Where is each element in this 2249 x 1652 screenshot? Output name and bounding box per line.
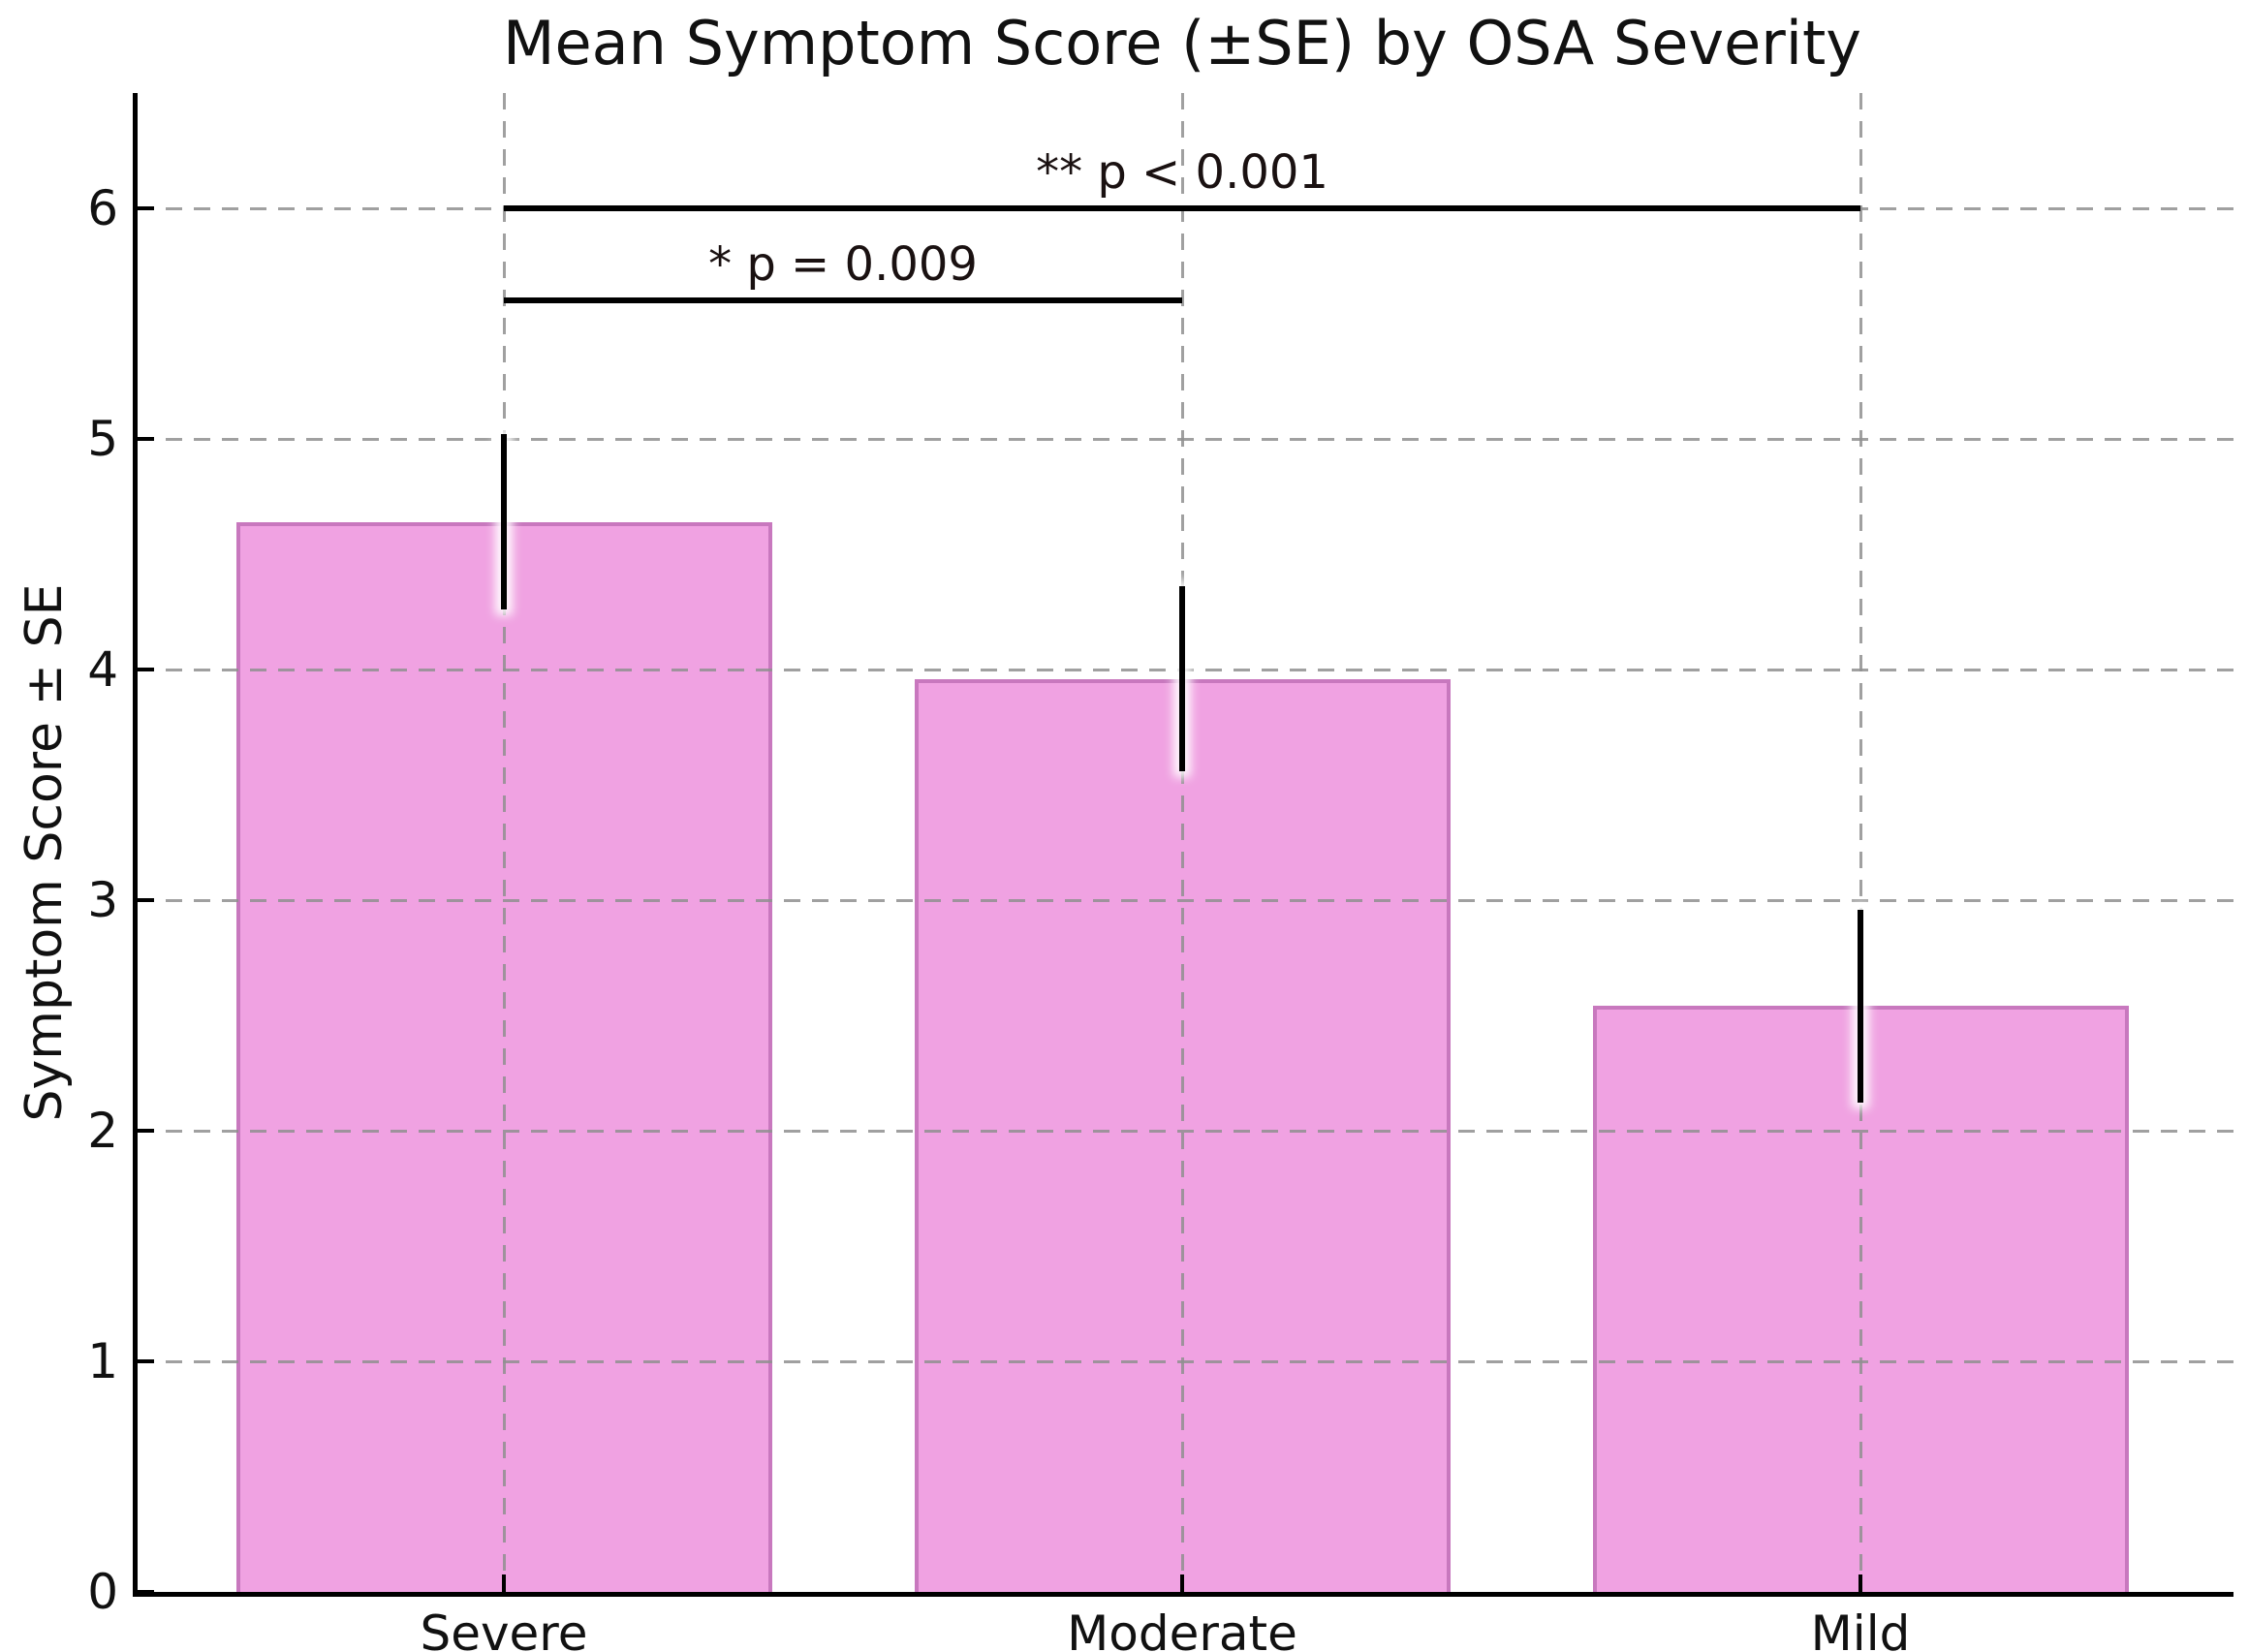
x-tick-label-severe: Severe (420, 1605, 588, 1652)
gridline-y-5 (138, 437, 2233, 441)
x-tick-moderate (1180, 1574, 1184, 1592)
y-tick-4 (138, 668, 154, 671)
x-tick-mild (1859, 1574, 1862, 1592)
y-tick-2 (138, 1129, 154, 1133)
error-bar-severe (501, 434, 507, 610)
y-tick-label-4: 4 (87, 641, 118, 698)
y-tick-label-2: 2 (87, 1103, 118, 1159)
significance-bracket-1 (504, 205, 1860, 211)
y-tick-label-3: 3 (87, 872, 118, 928)
y-tick-label-6: 6 (87, 180, 118, 236)
significance-label-2: * p = 0.009 (708, 237, 978, 293)
significance-label-1: ** p < 0.001 (1036, 145, 1328, 200)
chart-title: Mean Symptom Score (±SE) by OSA Severity (503, 8, 1861, 78)
y-tick-1 (138, 1359, 154, 1363)
y-tick-label-5: 5 (87, 411, 118, 467)
x-tick-label-moderate: Moderate (1067, 1605, 1297, 1652)
significance-bracket-2 (504, 297, 1182, 304)
plot-area: ** p < 0.001 * p = 0.009 (133, 93, 2233, 1597)
gridline-y-2 (138, 1129, 2233, 1133)
gridline-x-mild (1859, 93, 1862, 1592)
gridline-x-severe (502, 93, 506, 1592)
gridline-y-1 (138, 1359, 2233, 1363)
y-tick-label-0: 0 (87, 1564, 118, 1620)
y-tick-label-1: 1 (87, 1333, 118, 1389)
gridline-y-4 (138, 668, 2233, 671)
x-tick-label-mild: Mild (1810, 1605, 1911, 1652)
x-tick-severe (502, 1574, 506, 1592)
y-tick-5 (138, 437, 154, 441)
y-tick-6 (138, 206, 154, 210)
gridline-x-moderate (1180, 93, 1184, 1592)
y-tick-3 (138, 898, 154, 902)
error-bar-moderate (1179, 586, 1185, 771)
y-tick-0 (138, 1590, 154, 1594)
error-bar-mild (1858, 909, 1863, 1104)
gridline-y-3 (138, 898, 2233, 902)
